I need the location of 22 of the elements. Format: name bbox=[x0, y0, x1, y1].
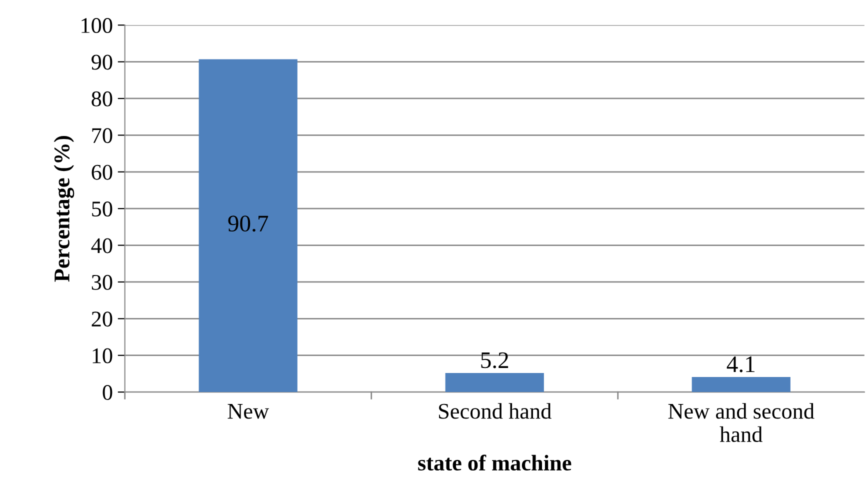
y-tick-label: 20 bbox=[92, 312, 112, 327]
x-tick-label: New and second hand bbox=[668, 403, 814, 442]
bar bbox=[198, 59, 298, 392]
x-axis-title: state of machine bbox=[418, 454, 572, 471]
y-tick-label: 30 bbox=[92, 274, 112, 290]
bar bbox=[692, 377, 790, 392]
y-axis-title: Percentage (%) bbox=[54, 136, 74, 282]
y-tick-label: 10 bbox=[92, 348, 112, 364]
data-label: 90.7 bbox=[228, 216, 268, 232]
y-tick-label: 60 bbox=[92, 164, 112, 180]
y-tick-label: 0 bbox=[102, 384, 112, 400]
bar bbox=[445, 372, 544, 392]
y-tick-label: 80 bbox=[92, 91, 112, 106]
y-tick-label: 100 bbox=[82, 18, 112, 34]
data-label: 4.1 bbox=[726, 356, 754, 372]
x-tick-label: Second hand bbox=[439, 403, 552, 419]
y-tick-label: 50 bbox=[92, 202, 112, 217]
y-tick-label: 40 bbox=[91, 238, 112, 254]
data-label: 5.2 bbox=[481, 352, 508, 368]
y-tick-label: 70 bbox=[92, 128, 112, 144]
x-tick-label: New bbox=[228, 404, 269, 419]
y-tick-label: 90 bbox=[92, 54, 112, 70]
